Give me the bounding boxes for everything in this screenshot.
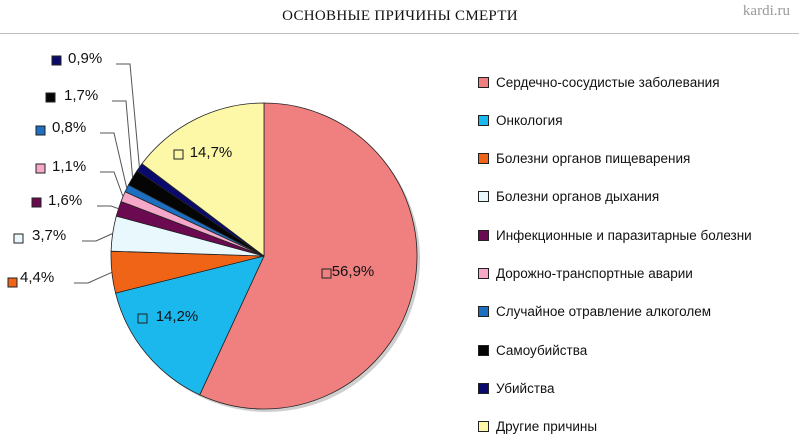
watermark: kardi.ru (742, 3, 790, 19)
legend-label: Болезни органов дыхания (496, 189, 660, 205)
data-label: 0,9% (68, 50, 102, 67)
legend-item: Болезни органов пищеварения (478, 149, 690, 169)
legend-item: Болезни органов дыхания (478, 187, 659, 207)
legend-swatch (478, 268, 489, 279)
legend-label: Самоубийства (496, 342, 588, 358)
label-swatch (321, 268, 332, 279)
legend-swatch (478, 306, 489, 318)
data-label: 3,7% (32, 227, 66, 244)
label-swatch (137, 313, 148, 324)
data-label: 56,9% (332, 263, 375, 280)
leader-line (97, 205, 119, 210)
legend-swatch (478, 153, 489, 165)
data-label: 14,2% (156, 308, 199, 325)
legend-item: Самоубийства (478, 340, 587, 360)
data-label: 4,4% (20, 269, 54, 286)
pie-slice (115, 255, 265, 396)
label-swatch (51, 55, 62, 66)
label-swatch (31, 197, 42, 208)
legend-item: Инфекционные и паразитарные болезни (478, 225, 752, 245)
legend-swatch (478, 114, 489, 126)
data-label: 0,8% (52, 119, 86, 136)
legend-item: Другие причины (478, 417, 597, 437)
legend-label: Случайное отравление алкоголем (496, 304, 712, 320)
legend-label: Убийства (496, 380, 555, 396)
legend-swatch (478, 229, 489, 241)
label-swatch (13, 233, 24, 244)
legend-swatch (478, 76, 489, 88)
label-swatch (35, 163, 46, 174)
legend-item: Убийства (478, 378, 555, 398)
legend-item: Сердечно-сосудистые заболевания (478, 72, 720, 92)
chart-title: ОСНОВНЫЕ ПРИЧИНЫ СМЕРТИ (282, 8, 518, 24)
leader-line (100, 171, 124, 197)
label-swatch (7, 277, 18, 288)
leader-line (82, 233, 113, 242)
legend-swatch (478, 191, 489, 203)
leader-line (116, 63, 140, 168)
data-label: 14,7% (190, 144, 233, 161)
data-label: 1,6% (48, 192, 82, 209)
leader-line (112, 100, 134, 178)
legend-swatch (478, 344, 489, 356)
legend-swatch (478, 382, 489, 394)
leader-line (100, 132, 128, 189)
legend-swatch (478, 421, 489, 433)
data-label: 1,7% (64, 87, 98, 104)
legend-label: Онкология (496, 112, 563, 128)
pie-slice (199, 102, 418, 410)
legend-label: Дорожно-транспортные аварии (496, 266, 693, 281)
legend-label: Другие причины (496, 419, 598, 435)
legend-item: Дорожно-транспортные аварии (478, 264, 693, 284)
leader-line (74, 271, 113, 284)
label-swatch (45, 92, 56, 103)
pie-slice (141, 102, 265, 257)
chart-frame (0, 33, 799, 445)
data-label: 1,1% (52, 158, 86, 175)
label-swatch (173, 149, 184, 160)
legend-item: Случайное отравление алкоголем (478, 302, 711, 322)
legend-label: Инфекционные и паразитарные болезни (496, 227, 752, 243)
legend-label: Сердечно-сосудистые заболевания (496, 74, 720, 90)
legend-item: Онкология (478, 110, 563, 130)
label-swatch (35, 125, 46, 136)
legend-label: Болезни органов пищеварения (496, 151, 691, 167)
